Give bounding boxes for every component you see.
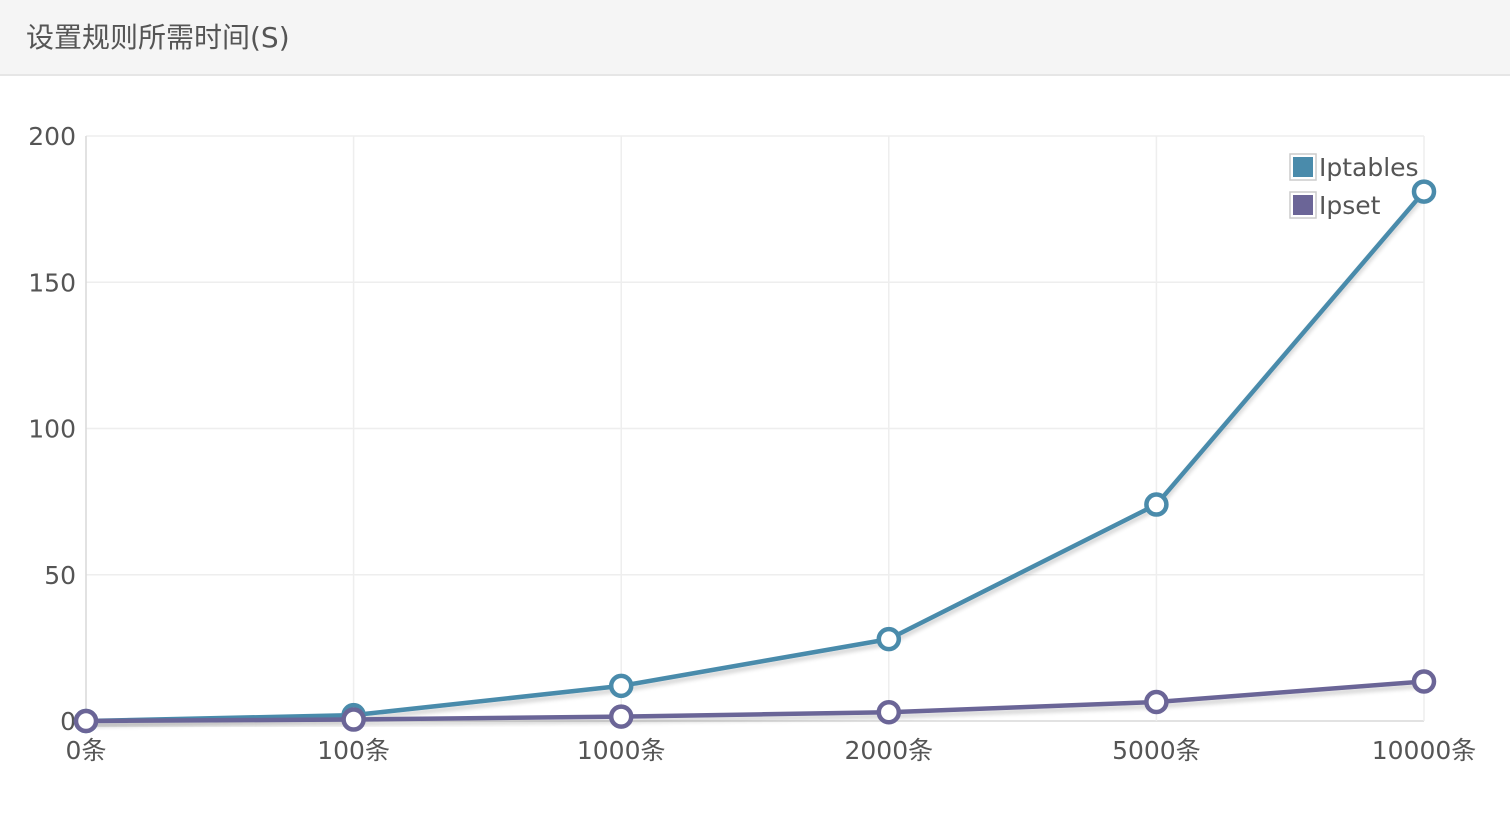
chart-area: 0 50 100 150 200 0条 100条 1000条 2000条 5000条 10000条 … [0,76,1510,818]
legend-item-iptables[interactable]: Iptables [1289,153,1419,182]
x-tick-label: 5000条 [1112,736,1201,765]
data-point[interactable] [608,704,634,729]
legend-label: Iptables [1319,153,1419,182]
y-tick-label: 0 [60,707,76,736]
legend-item-ipset[interactable]: Ipset [1289,191,1381,220]
chart-panel-header: 设置规则所需时间(S) [0,0,1510,76]
legend-swatch [1293,157,1313,177]
data-point[interactable] [1411,669,1437,694]
data-point[interactable] [1144,689,1169,715]
x-tick-label: 0条 [66,736,107,765]
legend[interactable]: Iptables Ipset [1289,153,1419,220]
x-tick-label: 10000条 [1372,736,1477,765]
data-point[interactable] [73,708,99,734]
grid [85,135,1425,722]
data-point[interactable] [1144,492,1169,517]
y-tick-label: 100 [28,415,76,444]
data-point[interactable] [341,707,366,732]
data-point[interactable] [876,699,902,725]
chart-panel-title: 设置规则所需时间(S) [26,21,290,54]
series [73,179,1437,734]
y-tick-label: 200 [28,122,76,151]
x-tick-label: 1000条 [577,736,666,765]
series-ipset [73,669,1437,734]
x-tick-label: 2000条 [844,736,933,765]
series-iptables [73,179,1437,734]
legend-label: Ipset [1319,191,1381,220]
x-tick-label: 100条 [317,736,390,765]
y-tick-label: 50 [44,561,76,590]
y-tick-label: 150 [28,268,76,297]
data-point[interactable] [876,626,902,652]
legend-swatch [1293,195,1313,215]
series-line [85,190,1426,724]
data-point[interactable] [1411,179,1437,204]
series-line [85,679,1425,724]
data-point[interactable] [608,673,634,699]
